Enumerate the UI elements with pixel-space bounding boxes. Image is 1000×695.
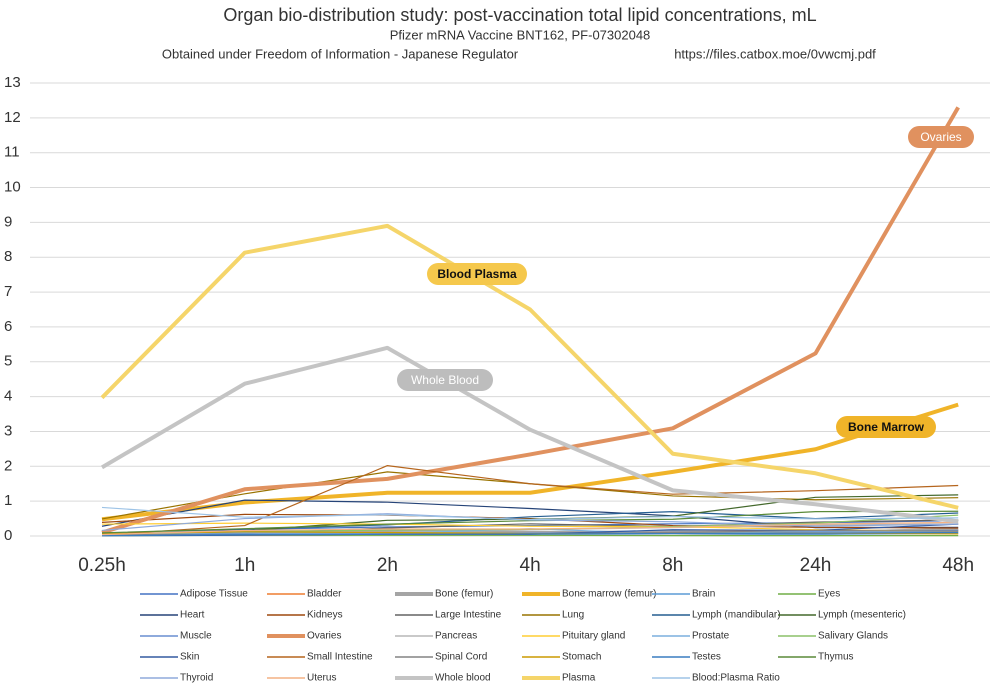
y-tick-label: 7 <box>4 283 12 300</box>
legend-label: Ovaries <box>307 631 341 642</box>
legend-label: Muscle <box>180 631 212 642</box>
annotation-box <box>427 263 527 285</box>
legend-label: Prostate <box>692 631 730 642</box>
legend-label: Plasma <box>562 673 596 684</box>
annotation-label: Bone Marrow <box>848 420 925 434</box>
legend-label: Kidneys <box>307 610 343 621</box>
annotation-box <box>397 369 493 391</box>
annotation-label: Blood Plasma <box>437 267 517 281</box>
legend-label: Thymus <box>818 652 854 663</box>
series-line <box>101 531 959 537</box>
legend-label: Stomach <box>562 652 601 663</box>
y-tick-label: 2 <box>4 457 12 474</box>
legend-label: Bladder <box>307 589 342 600</box>
y-tick-label: 9 <box>4 213 12 230</box>
y-tick-label: 5 <box>4 353 12 370</box>
y-tick-label: 6 <box>4 318 12 335</box>
y-tick-label: 3 <box>4 422 12 439</box>
y-tick-label: 13 <box>4 74 21 91</box>
annotation-label: Ovaries <box>920 130 961 144</box>
y-tick-label: 1 <box>4 492 12 509</box>
legend-label: Pituitary gland <box>562 631 625 642</box>
legend-label: Spinal Cord <box>435 652 487 663</box>
x-tick-label: 24h <box>800 555 832 576</box>
series-line <box>100 345 959 524</box>
source-note: Obtained under Freedom of Information - … <box>162 46 519 61</box>
legend-label: Heart <box>180 610 205 621</box>
y-tick-label: 10 <box>4 179 21 196</box>
x-tick-label: 8h <box>662 555 683 576</box>
x-tick-label: 48h <box>942 555 974 576</box>
y-tick-label: 4 <box>4 388 12 405</box>
y-tick-label: 0 <box>4 527 12 544</box>
chart-title: Organ bio-distribution study: post-vacci… <box>223 5 816 25</box>
legend-label: Testes <box>692 652 721 663</box>
legend-label: Pancreas <box>435 631 477 642</box>
source-url: https://files.catbox.moe/0vwcmj.pdf <box>674 46 876 61</box>
legend-label: Large Intestine <box>435 610 502 621</box>
series-line <box>101 519 959 537</box>
legend-label: Brain <box>692 589 715 600</box>
annotation-box <box>836 416 936 438</box>
series-line <box>101 506 959 521</box>
legend-label: Adipose Tissue <box>180 589 248 600</box>
series-line <box>101 513 959 529</box>
x-tick-label: 4h <box>520 555 541 576</box>
legend-label: Uterus <box>307 673 336 684</box>
chart-subtitle: Pfizer mRNA Vaccine BNT162, PF-07302048 <box>390 27 651 42</box>
series-line <box>101 465 959 536</box>
legend-label: Blood:Plasma Ratio <box>692 673 780 684</box>
series-line <box>101 106 960 535</box>
annotation-label: Whole Blood <box>411 373 479 387</box>
series-line <box>101 522 959 533</box>
legend-label: Lymph (mandibular) <box>692 610 781 621</box>
legend-label: Eyes <box>818 589 840 600</box>
series-line <box>101 402 959 522</box>
y-tick-label: 12 <box>4 109 21 126</box>
x-tick-label: 1h <box>234 555 255 576</box>
legend-label: Lymph (mesenteric) <box>818 610 906 621</box>
legend-label: Bone marrow (femur) <box>562 589 656 600</box>
legend-label: Salivary Glands <box>818 631 888 642</box>
legend-label: Whole blood <box>435 673 491 684</box>
legend-label: Lung <box>562 610 584 621</box>
y-tick-label: 11 <box>4 144 20 161</box>
y-tick-label: 8 <box>4 248 12 265</box>
x-tick-label: 2h <box>377 555 398 576</box>
legend-label: Bone (femur) <box>435 589 493 600</box>
x-tick-label: 0.25h <box>78 555 126 576</box>
legend-label: Small Intestine <box>307 652 373 663</box>
series-line <box>101 510 959 534</box>
series-line <box>100 223 959 510</box>
legend-label: Thyroid <box>180 673 213 684</box>
series-line <box>101 521 959 536</box>
annotation-box <box>908 126 974 148</box>
legend-label: Skin <box>180 652 199 663</box>
